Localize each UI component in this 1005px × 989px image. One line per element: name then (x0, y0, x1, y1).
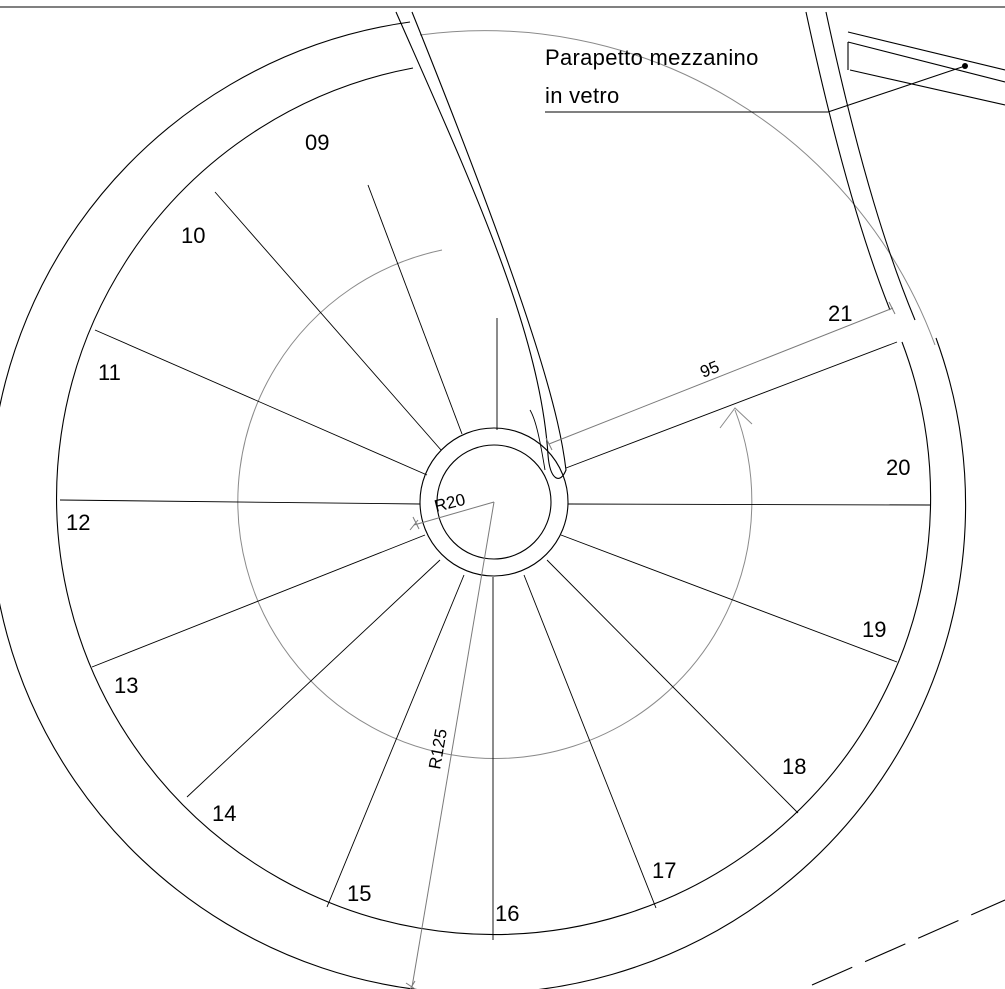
dim-ticks-95 (545, 301, 896, 451)
note-line-2: in vetro (545, 83, 620, 108)
outer-rim-outer-edge (0, 21, 967, 989)
landing-rail-left (395, 11, 567, 479)
central-column-outer (419, 427, 569, 577)
walking-line-arrowhead (719, 407, 753, 429)
mezzanine-edge-3 (849, 69, 1005, 106)
step-number-11: 11 (98, 360, 121, 385)
mezzanine-edge-1 (847, 31, 1005, 71)
step-number-15: 15 (347, 881, 371, 906)
step-number-17: 17 (652, 858, 676, 883)
step-number-16: 16 (495, 901, 519, 926)
walking-line-circle (237, 249, 753, 759)
step-number-14: 14 (212, 801, 236, 826)
step-lines (59, 184, 931, 940)
reference-arc (419, 30, 936, 346)
step-number-13: 13 (114, 673, 138, 698)
note-line-1: Parapetto mezzanino (545, 45, 759, 70)
step-number-09: 09 (305, 130, 329, 155)
dim-label-95: 95 (697, 357, 722, 382)
note-leader-dot (962, 63, 968, 69)
central-column-inner (436, 444, 552, 560)
dim-line-r125 (411, 501, 495, 988)
landing-rail-right-outer (805, 11, 891, 311)
dim-label-r125: R125 (425, 727, 451, 770)
step-number-20: 20 (886, 455, 910, 480)
mezzanine-edge-2 (847, 41, 1005, 83)
dim-line-r20 (413, 501, 495, 526)
step-number-10: 10 (181, 223, 205, 248)
step-number-19: 19 (862, 617, 886, 642)
landing-rail-right-inner (825, 11, 916, 321)
step-number-21: 21 (828, 301, 852, 326)
dashed-edge-line (811, 899, 1005, 986)
landing-rail-tip (529, 409, 546, 471)
outer-rim-inner-edge (56, 67, 932, 936)
dim-line-95 (548, 307, 894, 445)
dim-tick-r20 (409, 516, 420, 531)
note-leader (827, 65, 966, 113)
step-number-12: 12 (66, 510, 90, 535)
dim-tick-r125 (405, 980, 416, 989)
step-number-18: 18 (782, 754, 806, 779)
